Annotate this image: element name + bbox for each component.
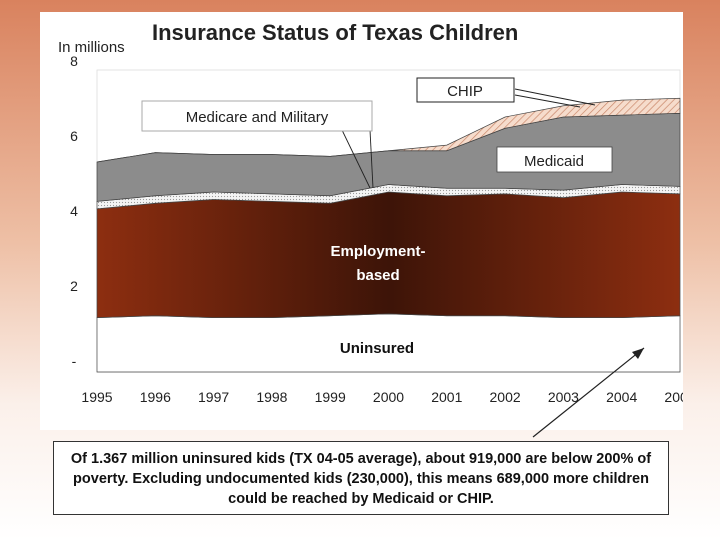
medicaid-callout [496,146,613,173]
area-chip [96,97,681,163]
uninsured-label: Uninsured [340,340,414,357]
x-tick-label: 2005 [664,389,683,405]
x-tick-label: 1999 [315,389,346,405]
y-tick-label: 8 [70,53,78,69]
caption-text: Of 1.367 million uninsured kids (TX 04-0… [70,451,652,507]
medicare-callout [141,100,373,132]
x-tick-label: 2000 [373,389,404,405]
x-tick-label: 1997 [198,389,229,405]
employment-label-line1: Employment- [330,243,425,260]
chart-title: Insurance Status of Texas Children [152,20,518,45]
x-tick-label: 2003 [548,389,579,405]
x-tick-label: 1998 [256,389,287,405]
chip-label: CHIP [447,83,483,100]
x-tick-label: 2001 [431,389,462,405]
medicare-label: Medicare and Military [186,109,329,126]
y-tick-label: - [72,353,77,369]
insurance-area-chart: Insurance Status of Texas Children In mi… [58,20,683,405]
caption-box: Of 1.367 million uninsured kids (TX 04-0… [53,441,669,515]
x-tick-label: 2004 [606,389,637,405]
x-tick-label: 1995 [81,389,112,405]
y-tick-label: 2 [70,278,78,294]
y-axis-label: In millions [58,39,125,56]
y-tick-label: 6 [70,128,78,144]
chip-callout [416,77,515,103]
employment-label-line2: based [356,267,399,284]
y-tick-label: 4 [70,203,78,219]
x-tick-label: 1996 [140,389,171,405]
x-tick-label: 2002 [490,389,521,405]
chart-slide: Insurance Status of Texas Children In mi… [40,12,683,430]
medicaid-label: Medicaid [524,153,584,170]
